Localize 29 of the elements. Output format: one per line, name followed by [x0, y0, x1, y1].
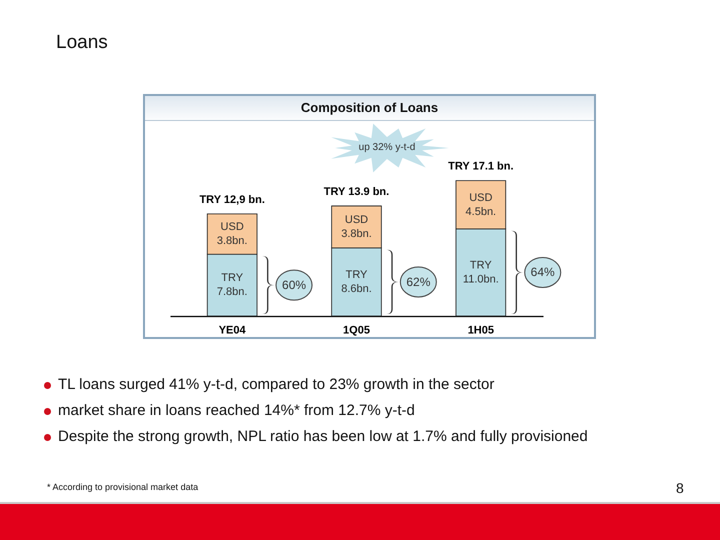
series-label: TRY: [221, 272, 244, 284]
text: * According to provisional market data: [47, 482, 198, 493]
text: Despite the strong growth, NPL ratio has been low at 1.7% and fully provisioned: [58, 428, 588, 446]
text: market share in loans reached 14%* from 12.7% y-t-d: [58, 402, 415, 420]
x-tick-label: YE04: [218, 324, 246, 336]
data-label: 11.0bn.: [462, 273, 499, 286]
text: TRY: [470, 259, 492, 272]
text: USD: [469, 192, 492, 204]
total-label: TRY 13.9 bn.: [324, 186, 390, 198]
x-tick-label: 1Q05: [343, 324, 370, 336]
text: 8: [676, 480, 684, 496]
total-label: TRY 12,9 bn.: [199, 194, 265, 206]
annotation: 4.5bn.: [464, 204, 498, 219]
annotation: 3.8bn.: [340, 226, 373, 241]
series-label: USD: [220, 221, 244, 234]
text: USD: [344, 214, 368, 226]
annotation: 60%: [281, 277, 308, 294]
text: TRY: [346, 268, 368, 281]
data-label: 7.8bn.: [216, 286, 248, 298]
total-label: TRY 17.1 bn.: [448, 160, 514, 173]
chart-title: Loans: [56, 32, 108, 54]
text: TL loans surged 41% y-t-d, compared to 23% growth in the sector: [58, 376, 494, 394]
chart-subtitle: Composition of Loans: [145, 96, 594, 120]
data-label: 8.6bn.: [341, 282, 372, 295]
annotation: 3.8bn.: [216, 234, 248, 248]
x-tick-label: 1H05: [468, 324, 494, 336]
text: up 32% y-t-d: [358, 141, 416, 154]
annotation: 64%: [530, 264, 556, 280]
annotation: 62%: [405, 274, 432, 290]
